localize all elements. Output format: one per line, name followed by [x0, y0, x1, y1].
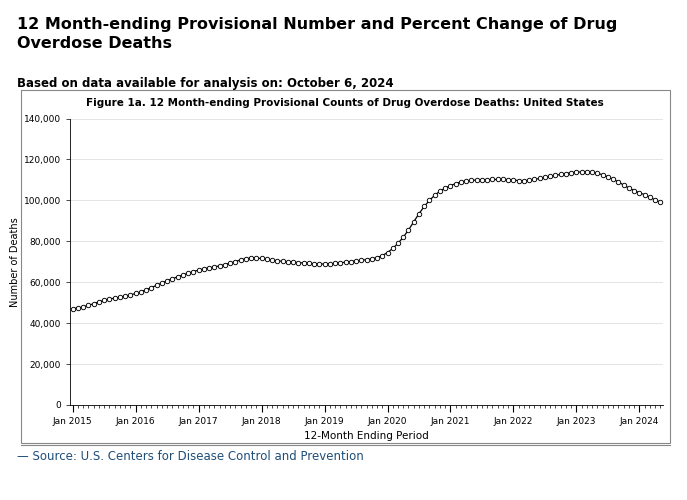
Text: 12 Month-ending Provisional Number and Percent Change of Drug
Overdose Deaths: 12 Month-ending Provisional Number and P…	[17, 18, 618, 51]
Text: Figure 1a. 12 Month-ending Provisional Counts of Drug Overdose Deaths: United St: Figure 1a. 12 Month-ending Provisional C…	[87, 98, 604, 108]
Y-axis label: Number of Deaths: Number of Deaths	[10, 217, 20, 306]
X-axis label: 12-Month Ending Period: 12-Month Ending Period	[304, 432, 429, 442]
Text: Based on data available for analysis on: October 6, 2024: Based on data available for analysis on:…	[17, 78, 394, 90]
Text: — Source: U.S. Centers for Disease Control and Prevention: — Source: U.S. Centers for Disease Contr…	[17, 450, 364, 463]
